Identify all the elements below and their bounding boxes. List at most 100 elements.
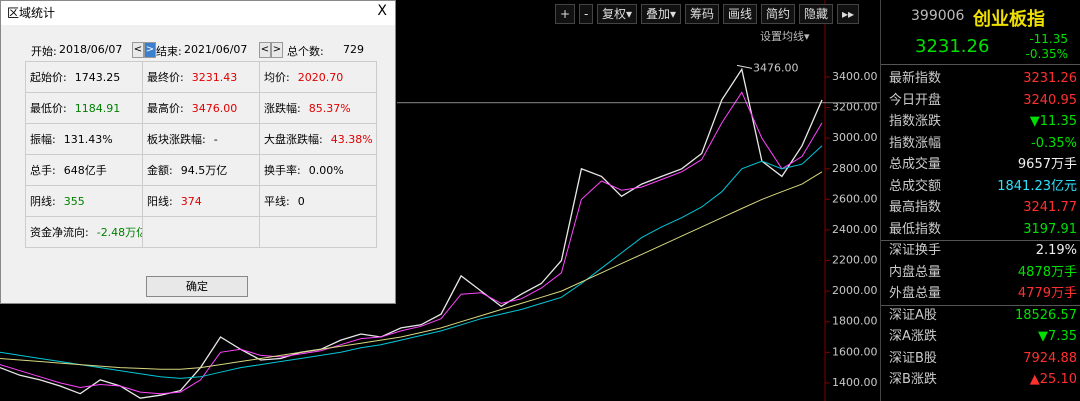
separator bbox=[881, 240, 1080, 241]
stat-cell bbox=[143, 217, 260, 248]
quote-label: 指数涨跌 bbox=[889, 114, 942, 129]
quote-row: 总成交量 9657万手 bbox=[889, 154, 1077, 175]
quote-value: ▼7.35 bbox=[1038, 329, 1077, 344]
stat-label: 阴线: bbox=[30, 195, 56, 208]
stat-cell: 阴线: 355 bbox=[26, 186, 143, 217]
quote-row: 深证换手 2.19% bbox=[889, 240, 1077, 261]
quote-row: 总成交额 1841.23亿元 bbox=[889, 176, 1077, 197]
toolbar-button[interactable]: 筹码 bbox=[685, 4, 720, 24]
annotation-arrow bbox=[736, 64, 753, 69]
toolbar-button[interactable]: - bbox=[579, 4, 594, 24]
quote-label: 今日开盘 bbox=[889, 92, 942, 108]
start-label: 开始: bbox=[31, 45, 57, 58]
stat-value: 43.38% bbox=[330, 133, 373, 146]
stat-label: 换手率: bbox=[264, 164, 301, 177]
separator bbox=[881, 64, 1080, 65]
y-tick-label: 2000.00 bbox=[832, 284, 878, 297]
toolbar-button[interactable]: 叠加▾ bbox=[641, 4, 682, 24]
price: 3231.26 bbox=[915, 36, 990, 57]
quote-value: 3197.91 bbox=[1023, 221, 1077, 237]
price-line bbox=[0, 171, 823, 370]
y-tick-label: 2600.00 bbox=[832, 192, 878, 205]
prev-button[interactable]: < bbox=[259, 42, 271, 58]
ma-setting[interactable]: 设置均线▾ bbox=[760, 30, 810, 43]
stat-label: 阳线: bbox=[147, 195, 173, 208]
quote-row: 最高指数 3241.77 bbox=[889, 197, 1077, 218]
stat-value: 0.00% bbox=[308, 164, 344, 177]
change-pct: -0.35% bbox=[1025, 47, 1068, 61]
price-line bbox=[0, 145, 823, 379]
stat-value: 1184.91 bbox=[74, 102, 121, 115]
next-button[interactable]: > bbox=[144, 42, 156, 58]
quote-row: 外盘总量 4779万手 bbox=[889, 283, 1077, 304]
stat-value: -2.48万亿 bbox=[96, 226, 143, 239]
stat-cell: 最低价: 1184.91 bbox=[26, 93, 143, 124]
toolbar-button[interactable]: ▸▸ bbox=[837, 4, 860, 24]
start-date: 2018/06/07 bbox=[59, 43, 123, 56]
stat-value: 355 bbox=[63, 195, 85, 208]
stat-value: 648亿手 bbox=[63, 164, 107, 177]
stat-label: 大盘涨跌幅: bbox=[264, 133, 323, 146]
stat-cell: 均价: 2020.70 bbox=[260, 62, 377, 93]
y-tick-label: 1400.00 bbox=[832, 376, 878, 389]
quote-label: 总成交量 bbox=[889, 157, 942, 172]
stat-label: 平线: bbox=[264, 195, 290, 208]
close-button[interactable]: X bbox=[377, 3, 387, 19]
quote-value: 9657万手 bbox=[1017, 157, 1077, 172]
stat-cell: 板块涨跌幅: - bbox=[143, 124, 260, 155]
quote-label: 深证A股 bbox=[889, 307, 937, 323]
quote-label: 内盘总量 bbox=[889, 264, 942, 280]
stat-label: 振幅: bbox=[30, 133, 56, 146]
quote-row: 深证B股 7924.88 bbox=[889, 348, 1077, 369]
stat-value: 85.37% bbox=[308, 102, 351, 115]
quote-value: 3241.77 bbox=[1023, 200, 1077, 215]
stat-cell: 资金净流向: -2.48万亿 bbox=[26, 217, 143, 248]
quote-row: 指数涨跌 ▼11.35 bbox=[889, 111, 1077, 132]
toolbar-button[interactable]: 画线 bbox=[723, 4, 758, 24]
quote-value: 2.19% bbox=[1035, 243, 1077, 258]
region-stat-dialog: 区域统计 X 开始: 2018/06/07 < > 结束: 2021/06/07… bbox=[0, 0, 396, 304]
stat-cell: 金额: 94.5万亿 bbox=[143, 155, 260, 186]
quote-value: ▲25.10 bbox=[1029, 372, 1077, 387]
ok-button[interactable]: 确定 bbox=[146, 276, 248, 297]
toolbar-button[interactable]: + bbox=[555, 4, 576, 24]
stat-cell: 换手率: 0.00% bbox=[260, 155, 377, 186]
end-date: 2021/06/07 bbox=[184, 43, 248, 56]
toolbar-button[interactable]: 复权▾ bbox=[597, 4, 638, 24]
stat-cell: 最高价: 3476.00 bbox=[143, 93, 260, 124]
stat-cell: 阳线: 374 bbox=[143, 186, 260, 217]
y-tick-label: 3000.00 bbox=[832, 131, 878, 144]
prev-button[interactable]: < bbox=[132, 42, 144, 58]
index-name: 创业板指 bbox=[973, 9, 1045, 30]
stat-grid: 起始价: 1743.25 最终价: 3231.43 均价: 2020.70 最低价: 1184… bbox=[25, 61, 377, 248]
quote-row: 最低指数 3197.91 bbox=[889, 219, 1077, 240]
stat-value: 2020.70 bbox=[297, 71, 344, 84]
dialog-title: 区域统计 bbox=[1, 1, 395, 25]
stat-label: 最终价: bbox=[147, 71, 184, 84]
quote-value: 18526.57 bbox=[1014, 307, 1077, 323]
quote-label: 外盘总量 bbox=[889, 286, 942, 301]
quote-row: 深B涨跌 ▲25.10 bbox=[889, 369, 1077, 390]
quote-label: 深A涨跌 bbox=[889, 329, 937, 344]
quote-value: 4878万手 bbox=[1017, 264, 1077, 280]
toolbar-button[interactable]: 隐藏 bbox=[799, 4, 834, 24]
stat-label: 总手: bbox=[30, 164, 56, 177]
quote-row: 深A涨跌 ▼7.35 bbox=[889, 326, 1077, 347]
toolbar-button[interactable]: 简约 bbox=[761, 4, 796, 24]
y-tick-label: 2200.00 bbox=[832, 254, 878, 267]
stat-label: 最低价: bbox=[30, 102, 67, 115]
stat-label: 资金净流向: bbox=[30, 226, 89, 239]
quote-value: 3231.26 bbox=[1023, 71, 1077, 86]
quote-value: 4779万手 bbox=[1017, 286, 1077, 301]
stat-cell: 平线: 0 bbox=[260, 186, 377, 217]
stat-value: 0 bbox=[297, 195, 305, 208]
y-tick-label: 2800.00 bbox=[832, 162, 878, 175]
y-tick-label: 3200.00 bbox=[832, 101, 878, 114]
stat-value: 131.43% bbox=[63, 133, 113, 146]
price-line bbox=[0, 91, 823, 395]
quote-value: ▼11.35 bbox=[1029, 114, 1077, 129]
code: 399006 bbox=[911, 8, 965, 24]
end-label: 结束: bbox=[156, 45, 182, 58]
stat-cell: 最终价: 3231.43 bbox=[143, 62, 260, 93]
next-button[interactable]: > bbox=[271, 42, 283, 58]
